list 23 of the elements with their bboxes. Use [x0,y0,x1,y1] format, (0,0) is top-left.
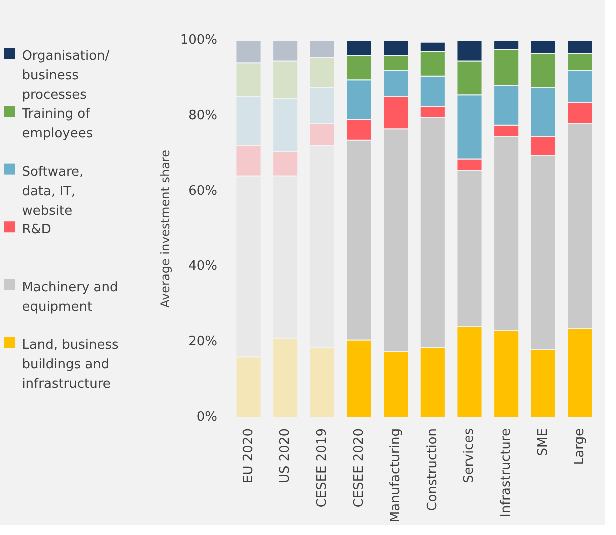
y-tick-label: 20% [188,334,218,350]
x-tick-label: Services [462,428,478,484]
x-tick-label: Construction [425,428,440,512]
y-tick-label: 40% [188,259,218,274]
x-tick-label: CESEE 2019 [314,428,330,508]
x-tick-label: EU 2020 [241,428,256,484]
x-tick-label: SME [536,428,551,456]
legend-label: Training of employees [21,106,94,142]
x-tick-label: Infrastructure [499,428,514,518]
x-tick-label: Large [572,428,588,466]
y-tick-label: 0% [196,410,218,425]
x-tick-label: Manufacturing [388,428,404,523]
x-tick-label: CESEE 2020 [352,428,367,508]
legend-label: Land, business buildings and infrastructure [22,338,120,392]
legend-label: Machinery and equipment [22,280,118,315]
y-tick-label: 80% [188,108,218,124]
x-tick-label: US 2020 [278,428,294,484]
legend-label: R&D [22,222,52,238]
y-tick-label: 100% [180,33,218,48]
legend-label: Organisation/ business processes [22,49,110,104]
y-axis-title: Average investment share [158,150,172,308]
legend-label: Software, data, IT, website [22,164,84,219]
y-tick-label: 60% [188,184,218,199]
